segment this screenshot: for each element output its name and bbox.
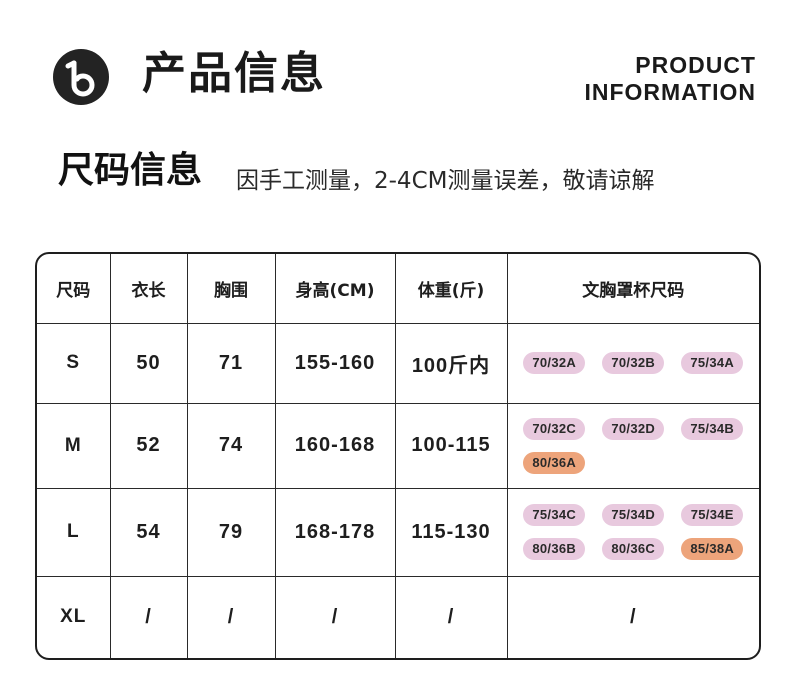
table-row: L 54 79 168-178 115-130 75/34C 75/34D 75… — [37, 488, 760, 577]
cell-height: / — [275, 576, 396, 658]
table-row: S 50 71 155-160 100斤内 70/32A 70/32B 75/3… — [37, 323, 760, 404]
cup-badge: 70/32D — [602, 417, 665, 440]
cup-badge: 85/38A — [681, 538, 744, 560]
cell-bust: / — [187, 576, 276, 658]
header-length: 衣长 — [110, 254, 188, 324]
cup-list: 70/32A 70/32B 75/34A — [508, 352, 760, 374]
cell-height: 160-168 — [275, 403, 396, 489]
header-weight: 体重(斤) — [395, 254, 508, 324]
cell-height: 168-178 — [275, 488, 396, 577]
cup-badge: 75/34B — [681, 417, 744, 440]
cup-badge: 70/32C — [523, 417, 586, 440]
cup-badge: 70/32B — [602, 352, 665, 374]
table-row: XL / / / / / — [37, 576, 759, 658]
cell-length: 50 — [110, 323, 188, 404]
cup-badge: 75/34C — [523, 504, 586, 526]
cup-list: 75/34C 75/34D 75/34E 80/36B 80/36C 85/38… — [508, 504, 760, 560]
measurement-note: 因手工测量，2-4CM测量误差，敬请谅解 — [236, 168, 655, 194]
cell-bust: 79 — [187, 488, 276, 577]
cup-badge: 75/34E — [681, 504, 744, 526]
cup-badge: 80/36B — [523, 538, 586, 560]
cell-length: 52 — [110, 403, 188, 489]
cell-bust: 71 — [187, 323, 276, 404]
size-table: 尺码 衣长 胸围 身高(CM) 体重(斤) 文胸罩杯尺码 S 50 71 155… — [35, 252, 761, 660]
table-header-row: 尺码 衣长 胸围 身高(CM) 体重(斤) 文胸罩杯尺码 — [37, 254, 759, 324]
cell-weight: 100斤内 — [395, 323, 508, 404]
cell-cups: 70/32A 70/32B 75/34A — [507, 323, 760, 404]
cell-size: M — [37, 403, 111, 489]
header-size: 尺码 — [37, 254, 111, 324]
english-title: PRODUCT INFORMATION — [584, 52, 756, 106]
header-cup-size: 文胸罩杯尺码 — [507, 254, 759, 324]
cup-badge: 75/34A — [681, 352, 744, 374]
page-title: 产品信息 — [142, 48, 326, 99]
b-logo-icon — [53, 49, 109, 105]
cup-badge: 70/32A — [523, 352, 586, 374]
cell-size: L — [37, 488, 111, 577]
english-title-line1: PRODUCT — [635, 52, 756, 78]
cell-bust: 74 — [187, 403, 276, 489]
cell-size: S — [37, 323, 111, 404]
cell-height: 155-160 — [275, 323, 396, 404]
cell-size: XL — [37, 576, 111, 658]
cell-weight: 100-115 — [395, 403, 508, 489]
header-bust: 胸围 — [187, 254, 276, 324]
cell-length: 54 — [110, 488, 188, 577]
cup-list: 70/32C 70/32D 75/34B 80/36A — [508, 417, 760, 474]
header-height: 身高(CM) — [275, 254, 396, 324]
english-title-line2: INFORMATION — [584, 79, 756, 105]
cell-weight: 115-130 — [395, 488, 508, 577]
cup-badge: 80/36A — [523, 451, 586, 474]
cell-length: / — [110, 576, 188, 658]
cell-weight: / — [395, 576, 508, 658]
cell-cups: 75/34C 75/34D 75/34E 80/36B 80/36C 85/38… — [507, 488, 760, 577]
cell-cups: / — [629, 605, 637, 628]
cell-cups: 70/32C 70/32D 75/34B 80/36A — [507, 403, 760, 489]
cup-badge: 75/34D — [602, 504, 665, 526]
section-title: 尺码信息 — [58, 150, 203, 191]
cup-badge: 80/36C — [602, 538, 665, 560]
table-row: M 52 74 160-168 100-115 70/32C 70/32D 75… — [37, 403, 760, 489]
